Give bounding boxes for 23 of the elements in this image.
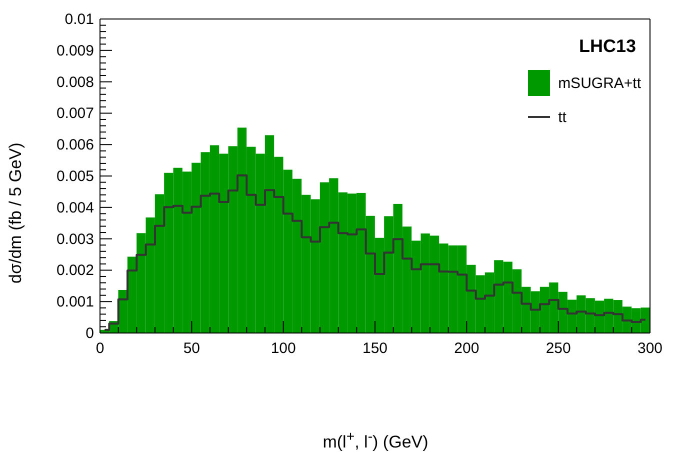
y-tick-label: 0.01 (64, 11, 94, 28)
x-tick-label: 150 (362, 340, 388, 357)
x-tick-label: 250 (546, 340, 571, 357)
y-tick-label: 0.001 (56, 294, 94, 311)
x-tick-label: 300 (637, 340, 663, 357)
legend-label: mSUGRA+tt (558, 74, 641, 92)
x-tick-label: 50 (183, 340, 200, 357)
x-tick-label: 0 (96, 340, 104, 357)
x-axis-title: m(l$^{+}$, l$^{-}$) (GeV) (322, 429, 430, 453)
y-tick-label: 0.003 (56, 230, 94, 248)
annotation: LHC13 (578, 36, 636, 57)
y-tick-label: 0.004 (56, 199, 94, 216)
y-tick-label: 0.006 (56, 136, 94, 154)
y-tick-label: 0.008 (56, 74, 94, 91)
x-tick-label: 100 (270, 340, 296, 357)
legend-label: tt (558, 108, 566, 126)
y-tick-label: 0.007 (56, 105, 94, 122)
y-tick-label: 0.002 (56, 262, 94, 280)
y-tick-label: 0.005 (56, 168, 94, 185)
x-tick-label: 200 (454, 340, 480, 357)
y-tick-label: 0.009 (56, 42, 94, 60)
y-axis-title: dσ/dm (fb / 5 GeV) (6, 142, 26, 286)
y-tick-label: 0 (86, 325, 94, 342)
